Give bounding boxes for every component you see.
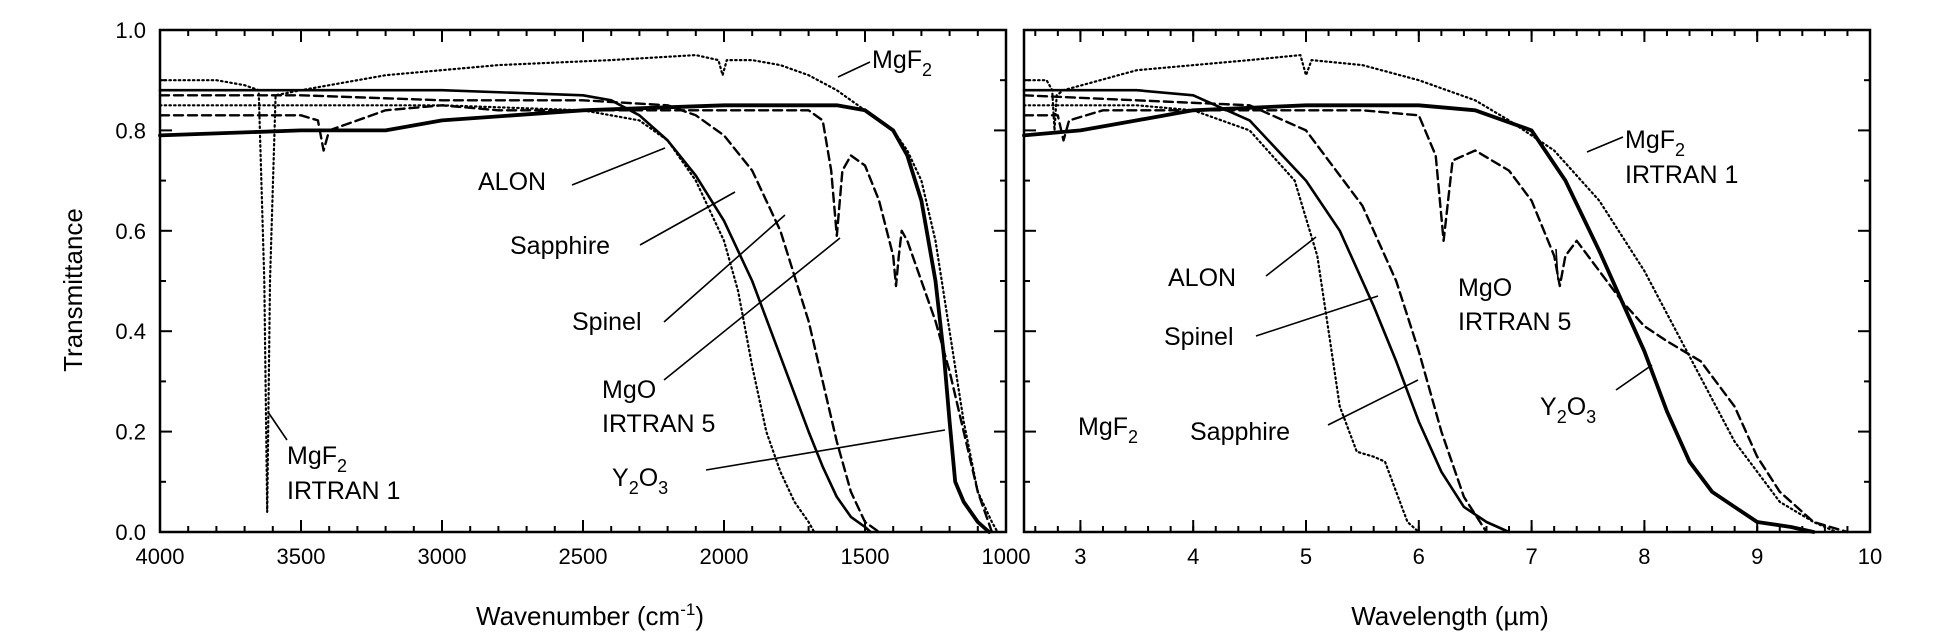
- label-mgf2-top-line2: IRTRAN 1: [1625, 161, 1738, 189]
- label-mgo-line2: IRTRAN 5: [1458, 308, 1571, 336]
- series-line-mgf2: [158, 54, 999, 534]
- leader-line-spinel: [663, 214, 786, 323]
- y-tick-label: 1.0: [115, 18, 146, 43]
- y-tick-label: 0.6: [115, 219, 146, 244]
- label-sapphire: Sapphire: [1190, 418, 1290, 446]
- label-mgf2-bottom-line2: IRTRAN 1: [287, 477, 400, 505]
- y-tick-label: 0.2: [115, 420, 146, 445]
- label-sapphire: Sapphire: [510, 232, 610, 260]
- left-series: [158, 54, 999, 534]
- x-tick-label: 9: [1751, 544, 1763, 569]
- x-tick-label: 3500: [277, 544, 326, 569]
- x-tick-label: 4: [1187, 544, 1199, 569]
- label-mgo: MgO: [1458, 274, 1512, 302]
- x-tick-label: 3000: [418, 544, 467, 569]
- leader-line-alon: [1265, 236, 1317, 277]
- series-line-mgo: [1022, 109, 1849, 534]
- right-series: [1022, 54, 1849, 534]
- x-tick-label: 7: [1525, 544, 1537, 569]
- label-mgf2-top: MgF2: [872, 46, 932, 80]
- label-mgo-line2: IRTRAN 5: [602, 410, 715, 438]
- label-spinel: Spinel: [572, 308, 642, 336]
- x-tick-label: 2000: [700, 544, 749, 569]
- label-mgo: MgO: [602, 376, 656, 404]
- x-tick-label: 5: [1300, 544, 1312, 569]
- series-line-sapphire: [158, 88, 872, 534]
- leader-line-sapphire: [1327, 379, 1419, 426]
- series-line-alon: [1022, 104, 1420, 534]
- series-line-mgo: [158, 104, 994, 534]
- label-mgf2-bottom: MgF2: [1078, 413, 1138, 447]
- series-line-alon: [158, 104, 816, 534]
- label-alon: ALON: [1168, 264, 1236, 292]
- x-tick-label: 8: [1638, 544, 1650, 569]
- left-axis-ticks: 4000 3500 3000 2500 2000 1500 1000 0.0 0.2 0.4 0.6…: [115, 18, 1030, 569]
- series-line-y2o3: [1022, 103, 1816, 534]
- label-mgf2-bottom: MgF2: [287, 442, 347, 476]
- y-tick-label: 0.0: [115, 520, 146, 545]
- right-axis-ticks: 3 4 5 6 7 8 9 10: [1024, 29, 1882, 569]
- series-line-y2o3: [158, 103, 991, 534]
- leader-line-mgf2-bottom: [267, 411, 288, 441]
- series-line-mgf2: [1022, 54, 1838, 534]
- x-tick-label: 3: [1074, 544, 1086, 569]
- y-axis-title: Transmittance: [58, 208, 88, 372]
- x-tick-label: 10: [1858, 544, 1882, 569]
- label-y2o3: Y2O3: [612, 464, 668, 498]
- left-panel-wavenumber: 4000 3500 3000 2500 2000 1500 1000 0.0 0.2 0.4 0.6…: [115, 18, 1030, 631]
- leader-line-alon: [571, 147, 666, 186]
- x-tick-label: 6: [1413, 544, 1425, 569]
- series-line-spinel: [158, 94, 881, 534]
- series-line-spinel: [1022, 94, 1488, 534]
- label-y2o3: Y2O3: [1540, 393, 1596, 427]
- x-tick-label: 2500: [559, 544, 608, 569]
- leader-line-mgf2-top: [837, 61, 871, 78]
- leader-line-spinel: [1255, 295, 1379, 337]
- x-tick-label: 1000: [982, 544, 1031, 569]
- leader-line-y2o3: [705, 429, 946, 471]
- x-tick-label: 1500: [841, 544, 890, 569]
- leader-line-mgf2-top: [1586, 136, 1624, 153]
- right-plot-frame: [1022, 28, 1872, 534]
- left-x-axis-title: Wavenumber (cm-1): [476, 600, 704, 631]
- leader-line-mgo: [663, 237, 841, 381]
- leader-line-y2o3: [1615, 364, 1653, 391]
- y-tick-label: 0.8: [115, 118, 146, 143]
- leader-line-sapphire: [639, 191, 736, 246]
- right-x-axis-title: Wavelength (µm): [1351, 601, 1549, 631]
- label-spinel: Spinel: [1164, 323, 1234, 351]
- label-alon: ALON: [478, 168, 546, 196]
- left-annotations: MgF2 ALON Sapphire Spinel MgO IRTRAN 5 Y2O3 MgF…: [267, 46, 946, 505]
- label-mgf2-top: MgF2: [1625, 126, 1685, 160]
- series-line-sapphire: [1022, 88, 1511, 534]
- leader-line-mgo: [1555, 248, 1559, 281]
- y-tick-label: 0.4: [115, 319, 146, 344]
- x-tick-label: 4000: [136, 544, 185, 569]
